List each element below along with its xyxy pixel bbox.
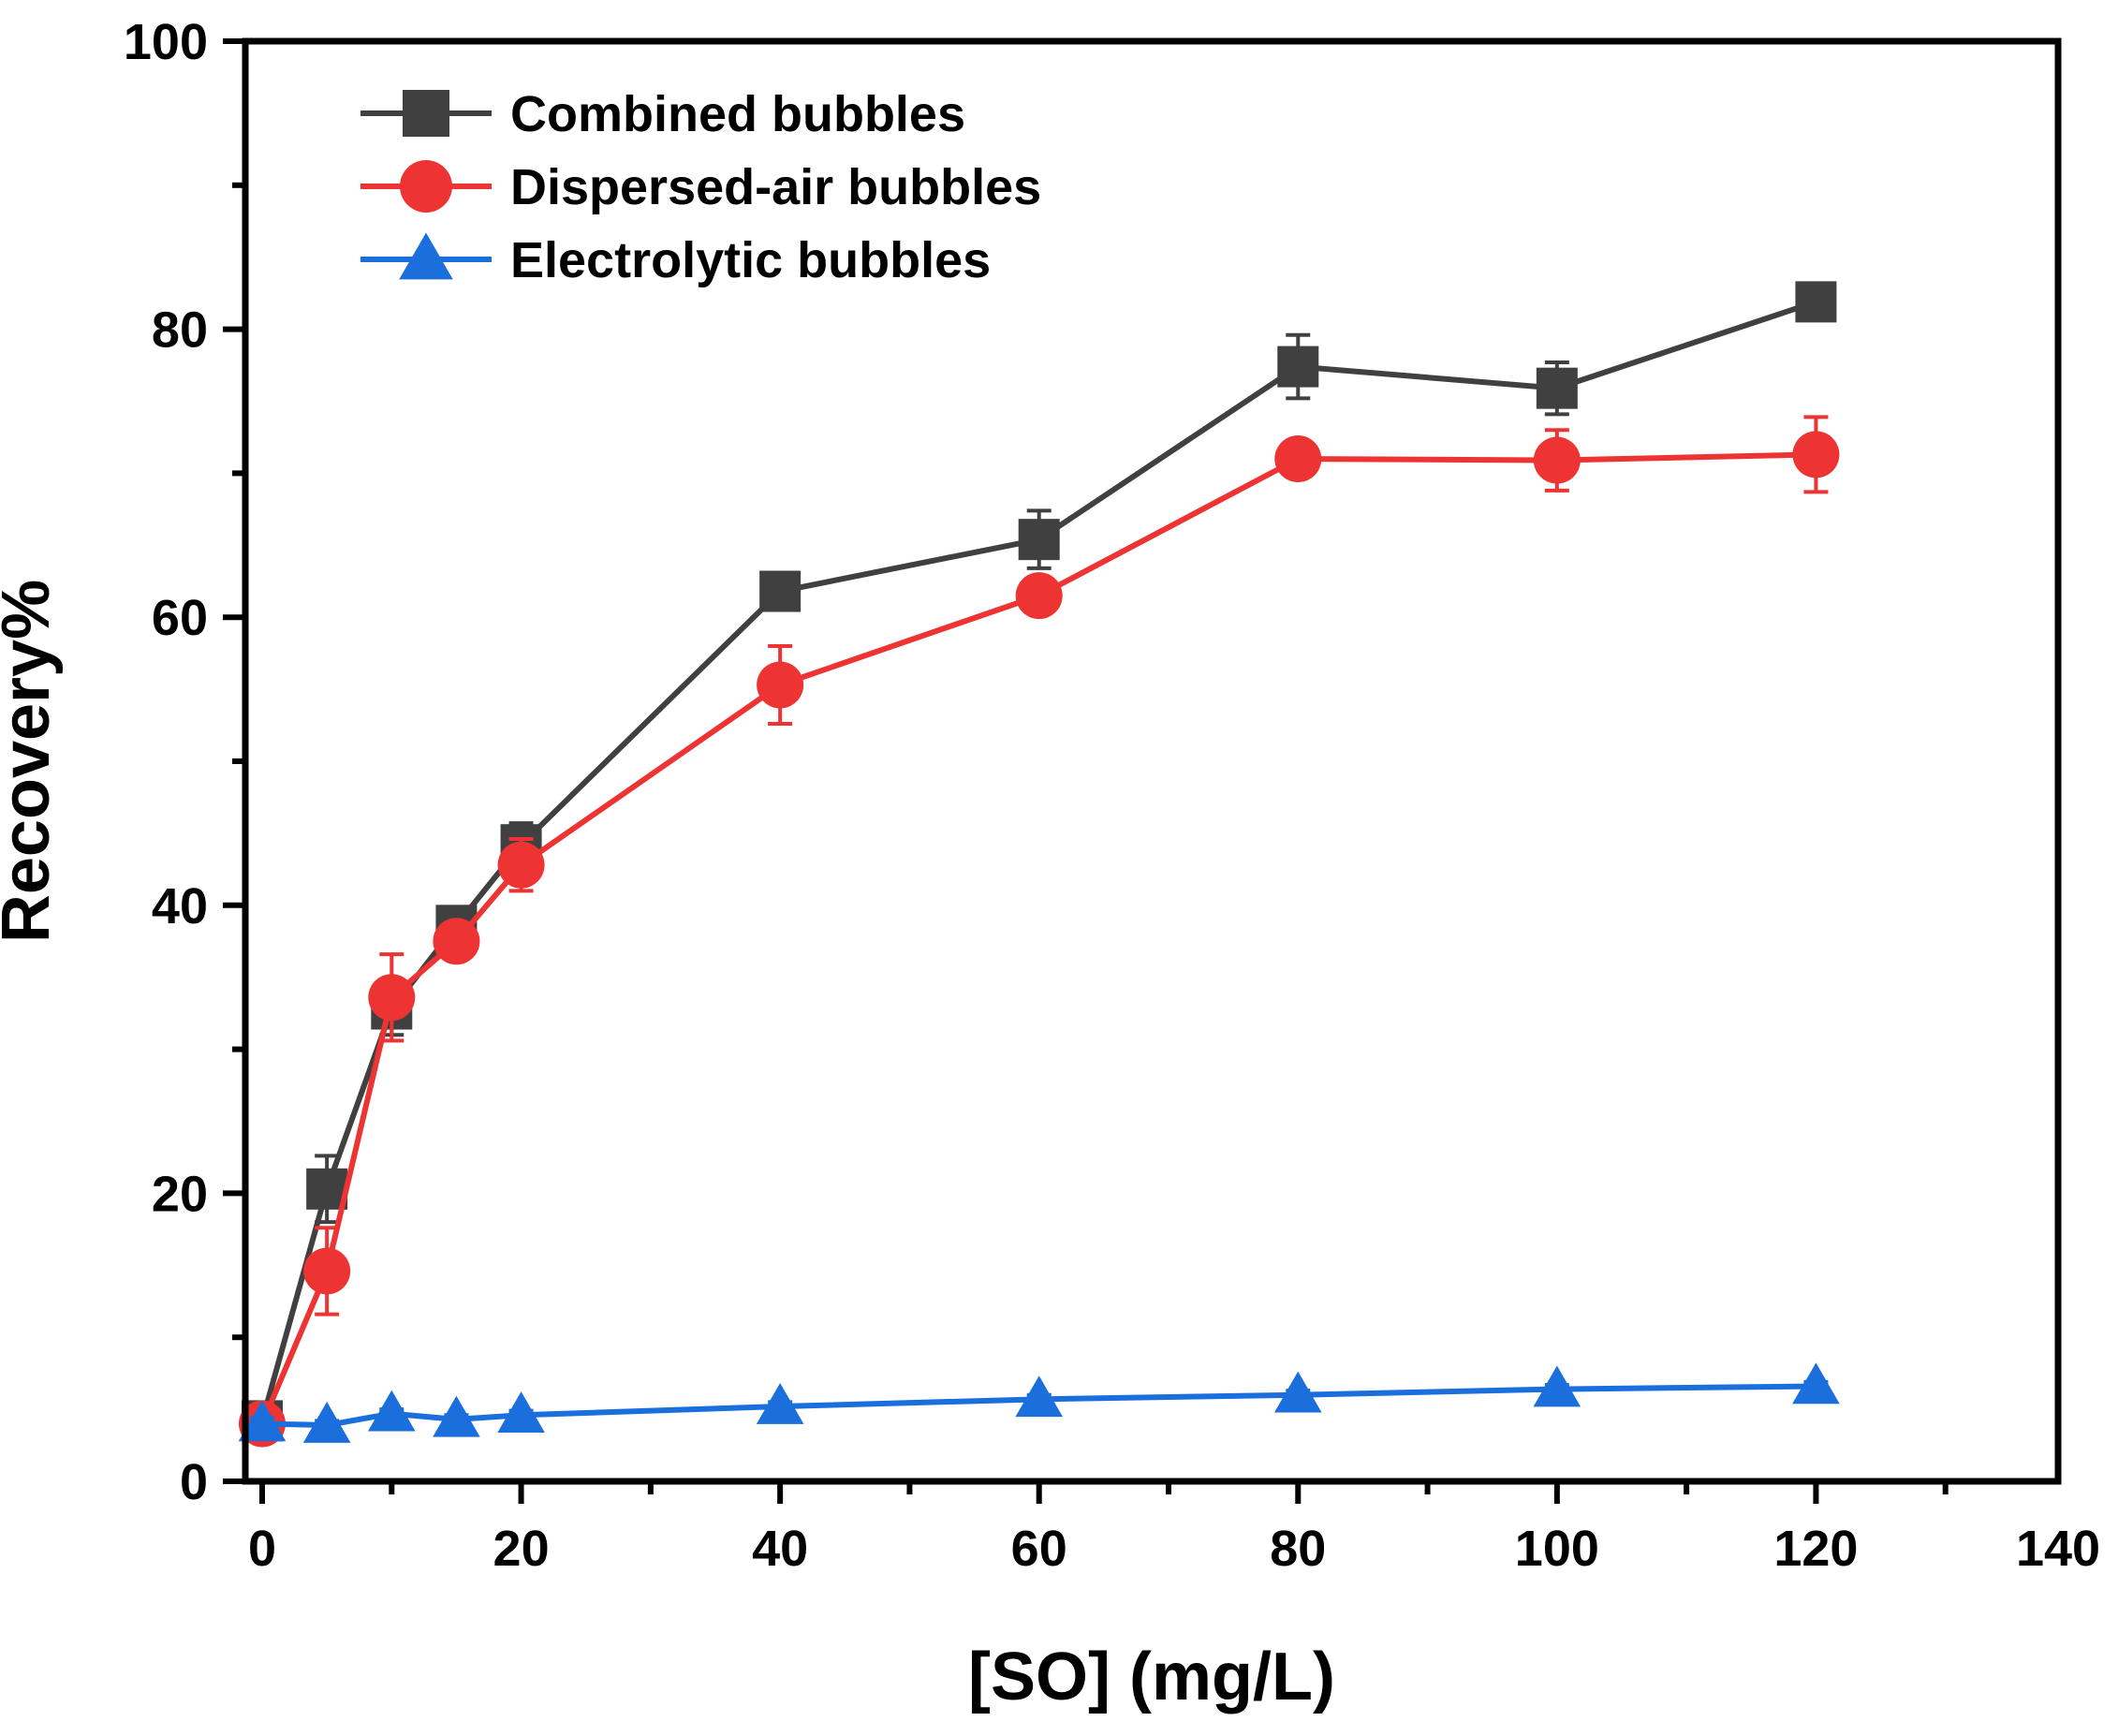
data-point <box>1274 435 1322 483</box>
legend-marker <box>403 90 449 137</box>
y-tick-label: 20 <box>152 1166 208 1222</box>
data-point <box>759 570 802 612</box>
x-tick-label: 120 <box>1773 1521 1858 1577</box>
legend-marker <box>400 160 452 213</box>
legend-marker <box>399 232 453 280</box>
data-point <box>1792 1362 1840 1405</box>
data-point <box>433 918 480 965</box>
x-tick-label: 20 <box>493 1521 550 1577</box>
data-point <box>497 841 545 889</box>
y-tick-label: 100 <box>124 14 208 70</box>
x-tick-label: 100 <box>1515 1521 1599 1577</box>
plot-frame <box>242 37 2062 1485</box>
x-tick-label: 140 <box>2016 1521 2100 1577</box>
data-point <box>1533 1365 1581 1407</box>
legend-item: Dispersed-air bubbles <box>360 159 1041 215</box>
y-tick-label: 40 <box>152 878 208 934</box>
data-point <box>368 974 416 1022</box>
data-point <box>1277 346 1319 388</box>
x-tick-label: 80 <box>1270 1521 1326 1577</box>
data-point <box>757 661 804 709</box>
series-electrolytic-bubbles <box>238 1362 1840 1443</box>
legend-label: Combined bubbles <box>510 86 965 142</box>
legend-item: Electrolytic bubbles <box>360 232 991 288</box>
data-point <box>238 1400 287 1442</box>
data-point <box>1792 431 1840 478</box>
data-point <box>1015 1376 1064 1418</box>
series-line <box>261 1383 1816 1429</box>
data-point <box>302 1401 351 1443</box>
legend-label: Electrolytic bubbles <box>510 232 991 288</box>
y-axis-title: Recovery% <box>0 580 64 943</box>
data-point <box>756 1382 804 1424</box>
y-tick-label: 80 <box>152 302 208 359</box>
series-line <box>259 451 1816 1425</box>
data-point <box>1536 367 1578 409</box>
data-point <box>367 1390 416 1432</box>
plot-series <box>238 281 1840 1448</box>
legend-item: Combined bubbles <box>360 86 965 142</box>
legend-label: Dispersed-air bubbles <box>510 159 1041 215</box>
x-tick-label: 40 <box>752 1521 808 1577</box>
legend: Combined bubbles Dispersed-air bubbles Ele… <box>360 86 1041 288</box>
data-point <box>1533 436 1581 484</box>
x-tick-label: 60 <box>1011 1521 1067 1577</box>
data-point <box>1795 281 1837 323</box>
data-point <box>1273 1371 1322 1413</box>
data-point <box>433 1395 480 1437</box>
y-tick-label: 0 <box>180 1454 208 1510</box>
series-line <box>259 299 1817 1422</box>
data-point <box>1015 572 1063 620</box>
data-point <box>497 1391 545 1434</box>
tick-labels: 0 20 40 60 80 100 120 140 0 20 40 60 80 100 <box>124 14 2100 1577</box>
data-point <box>303 1247 351 1295</box>
y-tick-label: 60 <box>152 590 208 646</box>
data-point <box>1018 519 1060 561</box>
x-tick-label: 0 <box>248 1521 276 1577</box>
series-combined-bubbles <box>242 281 1837 1442</box>
x-axis-title: [SO] (mg/L) <box>968 1640 1335 1714</box>
series-dispersed-air-bubbles <box>239 415 1840 1448</box>
